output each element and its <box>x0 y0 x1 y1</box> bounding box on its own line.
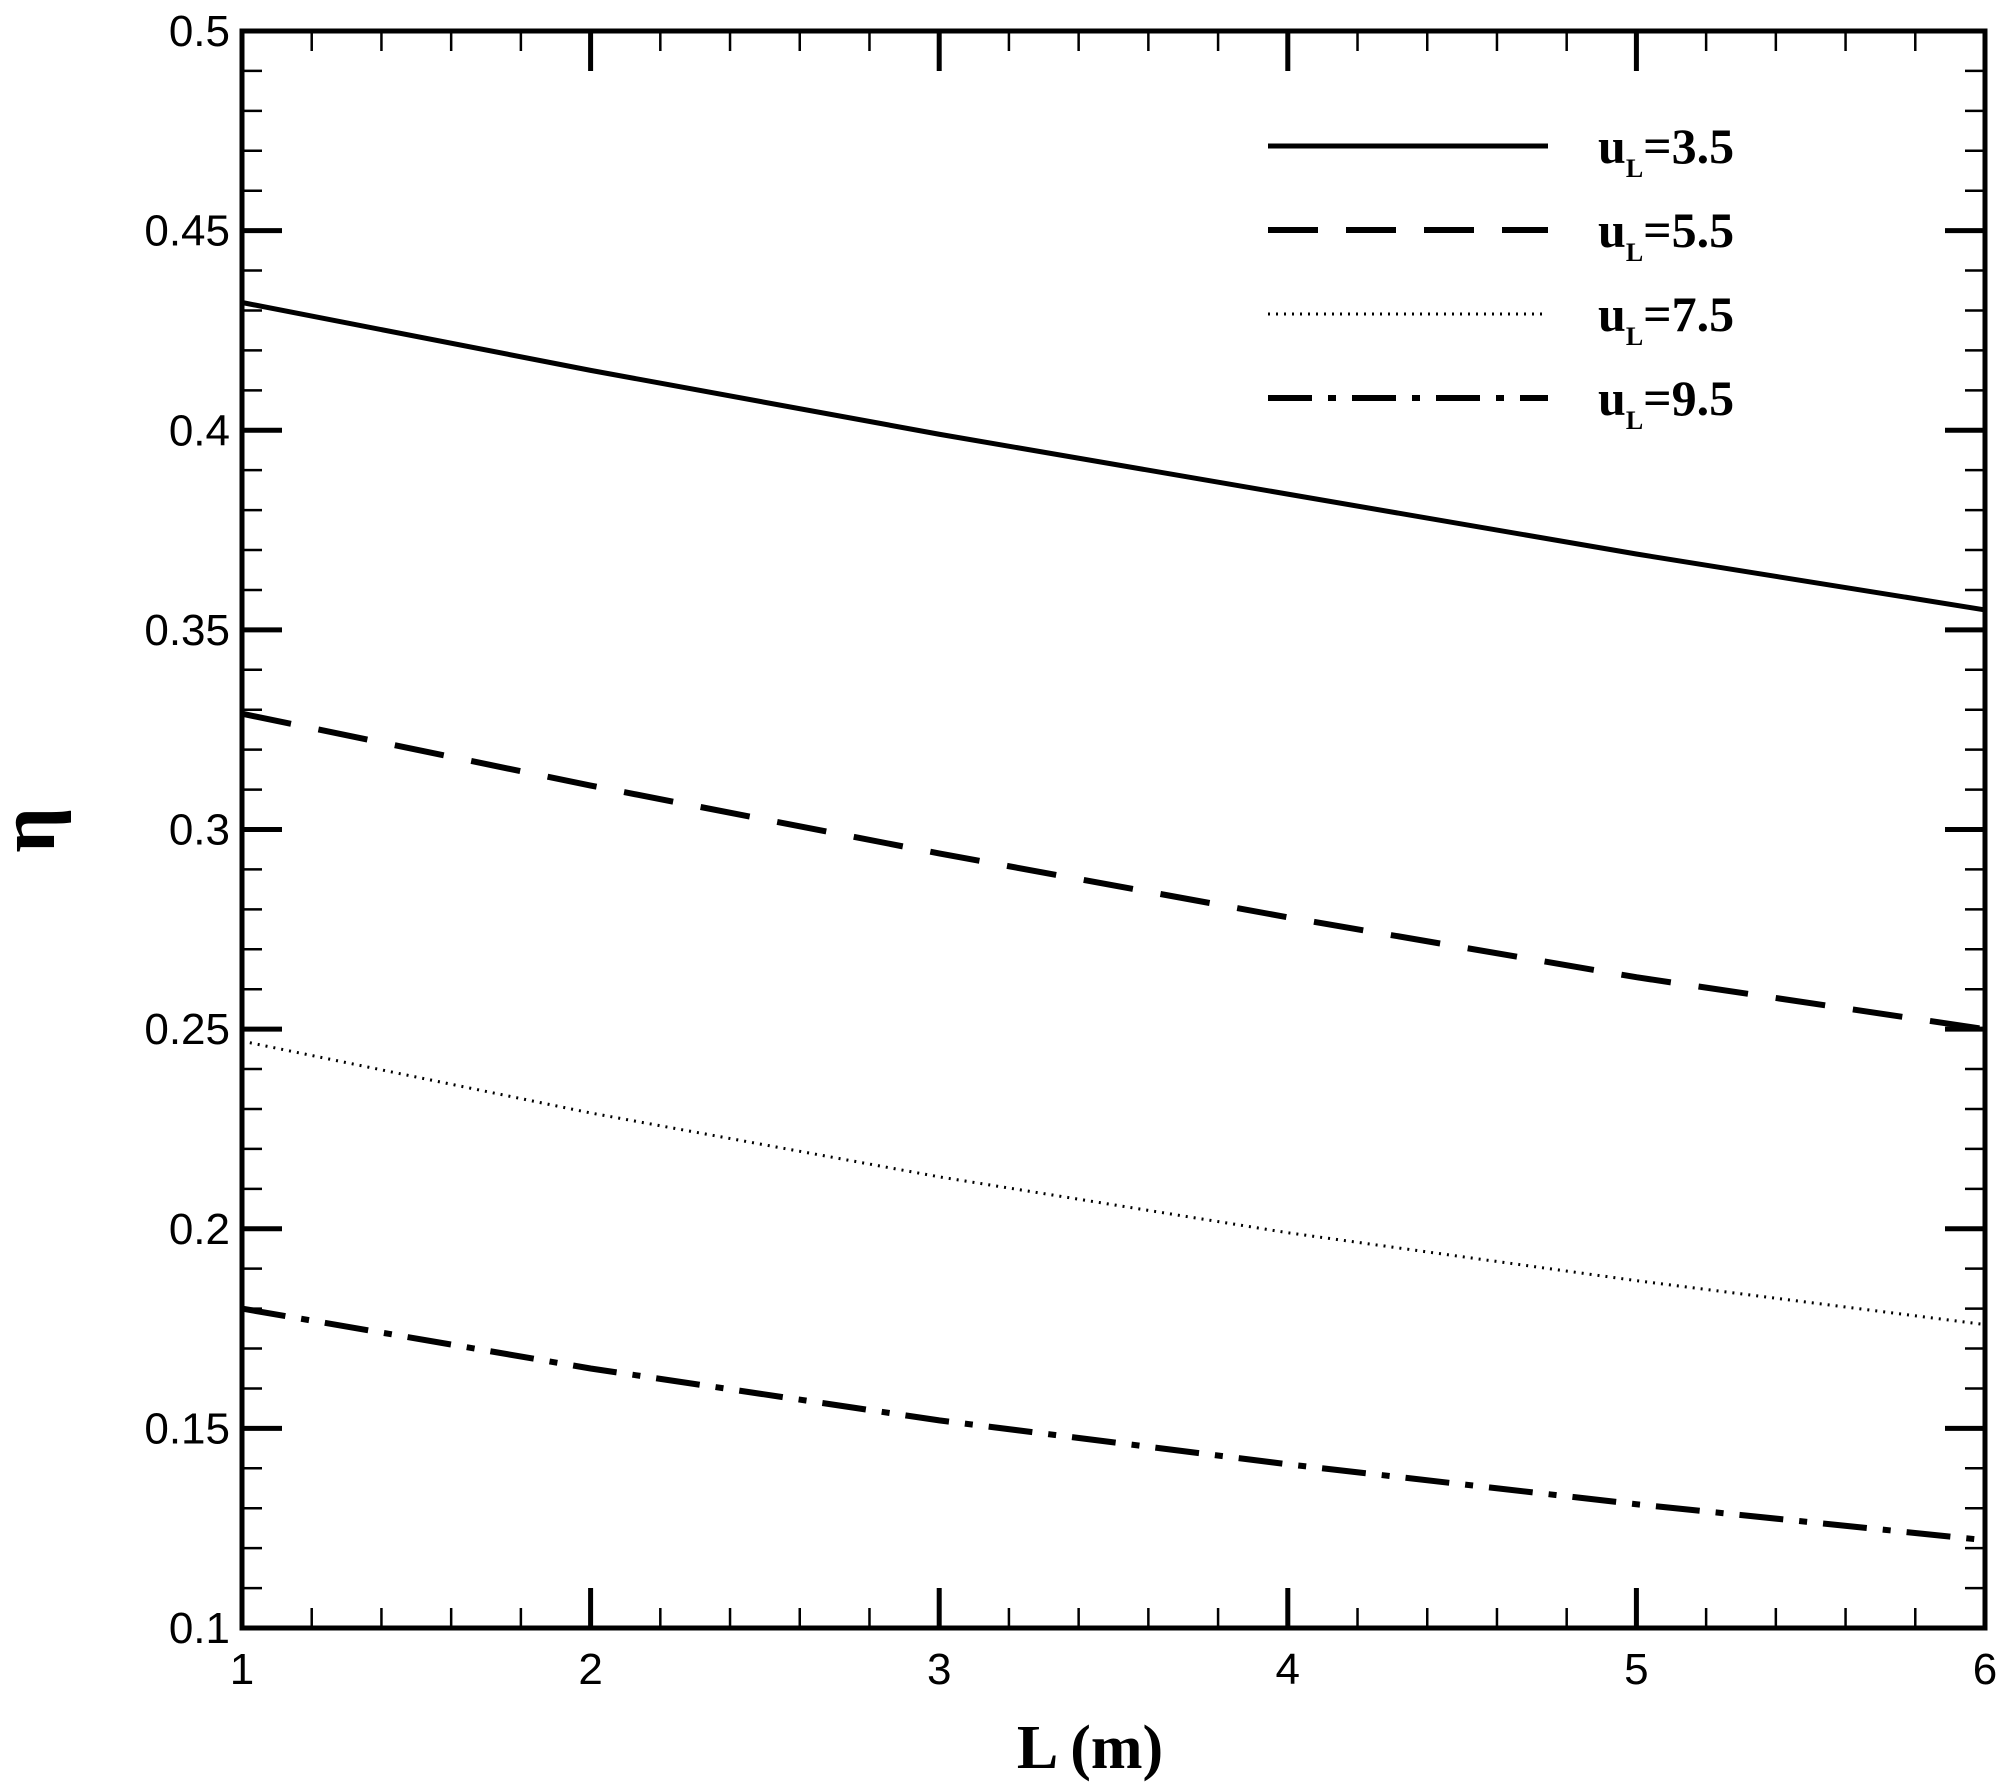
x-axis-title: L (m) <box>1017 1714 1163 1782</box>
legend-label-1: uL=3.5 <box>1598 118 1734 183</box>
y-tick-label: 0.1 <box>169 1604 230 1653</box>
legend-label-3: uL=7.5 <box>1598 286 1734 351</box>
y-tick-label: 0.5 <box>169 7 230 56</box>
legend: uL=3.5 uL=5.5 uL=7.5 uL=9.5 <box>1268 118 1734 435</box>
y-tick-label: 0.4 <box>169 406 230 455</box>
minor-ticks <box>242 31 1985 1628</box>
legend-label-4: uL=9.5 <box>1598 370 1734 435</box>
y-tick-label: 0.2 <box>169 1205 230 1254</box>
x-tick-label: 4 <box>1276 1645 1300 1694</box>
major-ticks <box>239 28 1988 1631</box>
y-axis-title: η <box>0 807 72 852</box>
x-tick-labels: 1 2 3 4 5 6 <box>230 1645 1997 1694</box>
x-tick-label: 2 <box>578 1645 602 1694</box>
y-tick-label: 0.35 <box>144 606 230 655</box>
plot-frame <box>239 28 1988 1631</box>
series-line-2 <box>241 710 1986 1033</box>
x-tick-label: 1 <box>230 1645 254 1694</box>
x-tick-label: 3 <box>927 1645 951 1694</box>
x-tick-label: 5 <box>1624 1645 1648 1694</box>
y-tick-label: 0.25 <box>144 1005 230 1054</box>
series-line-1 <box>241 300 1986 613</box>
series-line-3 <box>241 1039 1986 1327</box>
y-tick-label: 0.45 <box>144 207 230 256</box>
y-tick-label: 0.15 <box>144 1404 230 1453</box>
y-tick-label: 0.3 <box>169 806 230 855</box>
x-tick-label: 6 <box>1973 1645 1997 1694</box>
y-tick-labels: 0.1 0.15 0.2 0.25 0.3 0.35 0.4 0.45 0.5 <box>144 7 230 1653</box>
series-lines <box>241 300 1986 1544</box>
series-line-4 <box>241 1305 1986 1544</box>
legend-label-2: uL=5.5 <box>1598 202 1734 267</box>
